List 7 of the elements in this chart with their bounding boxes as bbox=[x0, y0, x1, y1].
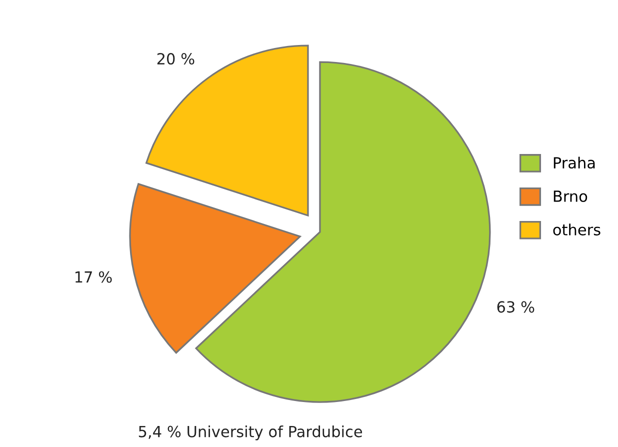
legend-label: Praha bbox=[554, 156, 595, 169]
data-label: 17 % bbox=[75, 271, 112, 283]
legend-label: Brno bbox=[554, 190, 588, 202]
data-label: 20 % bbox=[157, 52, 194, 65]
text: 5,4 % University of Pardubice bbox=[138, 426, 362, 440]
legend-label: others bbox=[553, 224, 600, 236]
data-label: 63 % bbox=[497, 301, 534, 313]
